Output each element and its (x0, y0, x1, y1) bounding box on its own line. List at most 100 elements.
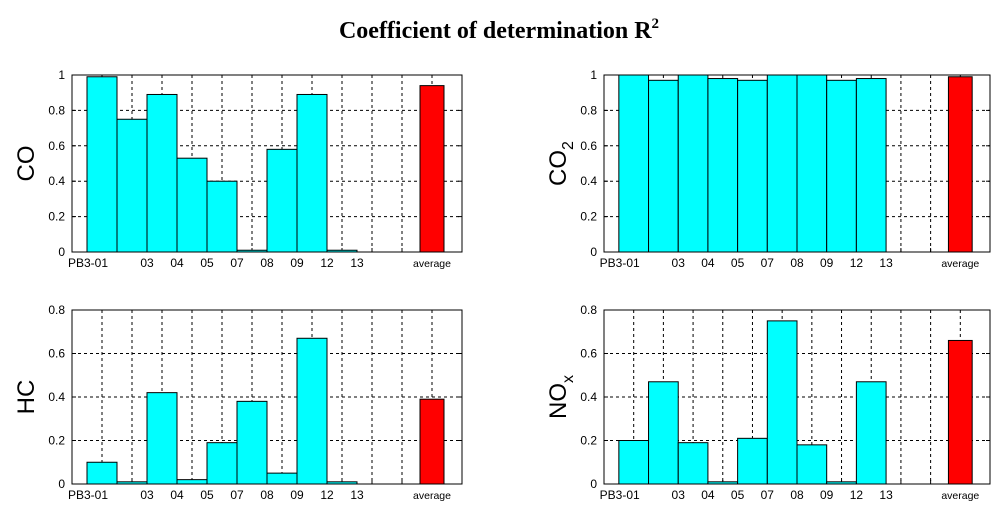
co2-ylabel-subscript: 2 (560, 141, 577, 150)
hc-xtick-label: 04 (170, 488, 184, 502)
nox-bar-9 (855, 381, 887, 485)
co2-bar-3 (677, 74, 709, 253)
nox-xtick-label: 04 (701, 488, 715, 502)
nox-ytick-label: 0 (590, 477, 597, 491)
co-ytick-label: 0.2 (48, 210, 65, 224)
co-ylabel: CO (13, 146, 40, 182)
co2-bar-5 (737, 79, 768, 253)
nox-xtick-label: 08 (790, 488, 804, 502)
hc-ytick-label: 0.8 (48, 303, 65, 317)
hc-bar-1 (86, 461, 118, 485)
co2-bar-7 (796, 74, 828, 253)
nox-xtick-label: 09 (820, 488, 834, 502)
co-xtick-label: 05 (200, 256, 214, 270)
hc-ylabel: HC (13, 380, 40, 415)
nox-ytick-label: 0.8 (580, 303, 597, 317)
nox-axes-frame (603, 309, 991, 485)
hc-ytick-label: 0.4 (48, 390, 65, 404)
co2-ylabel-text: CO (545, 150, 572, 186)
nox-ytick-label: 0.6 (580, 347, 597, 361)
nox-subplot: 0 0.2 0.4 0.6 0.8 PB3-01 03 04 05 07 08 09 12 13 avera… (545, 303, 991, 502)
co-ytick-label: 0.4 (48, 174, 65, 188)
hc-xtick-label: 09 (290, 488, 304, 502)
co-ylabel-text: CO (13, 146, 40, 182)
nox-bar-3 (677, 442, 709, 485)
co-xtick-label: 07 (230, 256, 244, 270)
hc-bar-7 (266, 472, 298, 485)
co2-xtick-label: 12 (850, 256, 864, 270)
co-xtick-label: 09 (290, 256, 304, 270)
hc-average-bar (419, 398, 445, 485)
co-ytick-label: 0.8 (48, 103, 65, 117)
co-average-bar (419, 85, 445, 253)
hc-xtick-label: 05 (200, 488, 214, 502)
co2-xtick-label: 03 (672, 256, 686, 270)
hc-xtick-label: 07 (230, 488, 244, 502)
nox-bar-7 (796, 444, 828, 485)
co2-bar-6 (766, 74, 798, 253)
hc-bar-6 (236, 400, 268, 485)
co2-xtick-label: 09 (820, 256, 834, 270)
co2-ytick-label: 1 (590, 68, 597, 82)
hc-subplot: 0 0.2 0.4 0.6 0.8 PB3-01 03 04 05 07 08 09 12 13 avera… (13, 303, 463, 502)
co-average-label: average (413, 258, 451, 270)
hc-bar-3 (146, 392, 178, 485)
co-axes-frame (71, 74, 463, 253)
nox-average-bar (947, 339, 973, 485)
co2-xtick-label: 07 (761, 256, 775, 270)
co-xtick-label: 12 (320, 256, 334, 270)
hc-xtick-label: 03 (140, 488, 154, 502)
nox-xtick-label: PB3-01 (600, 488, 640, 502)
co2-bar-1 (618, 74, 650, 253)
co-subplot: 0 0.2 0.4 0.6 0.8 1 PB3-01 03 04 05 07 08 09 12 13 aver… (13, 68, 463, 270)
nox-xtick-label: 07 (761, 488, 775, 502)
nox-bar-6 (766, 320, 798, 485)
co2-xtick-label: PB3-01 (600, 256, 640, 270)
nox-ytick-label: 0.4 (580, 390, 597, 404)
hc-xtick-label: 13 (350, 488, 364, 502)
nox-xtick-label: 12 (850, 488, 864, 502)
hc-xtick-label: 12 (320, 488, 334, 502)
co-ytick-label: 0.6 (48, 139, 65, 153)
figure-title-text: Coefficient of determination R (339, 18, 652, 44)
nox-ylabel-text: NO (545, 383, 572, 419)
nox-xtick-label: 03 (672, 488, 686, 502)
nox-bar-5 (737, 437, 768, 485)
co-bar-4 (176, 157, 208, 253)
hc-ytick-label: 0.6 (48, 347, 65, 361)
figure-title-superscript: 2 (652, 16, 660, 32)
co-bar-1 (86, 76, 118, 253)
nox-ylabel-subscript: x (560, 375, 577, 383)
hc-ytick-label: 0 (58, 477, 65, 491)
co-xtick-label: 03 (140, 256, 154, 270)
nox-ylabel: NOx (545, 375, 577, 419)
co-xtick-label: 08 (260, 256, 274, 270)
co2-ytick-label: 0.4 (580, 174, 597, 188)
co2-bar-8 (826, 79, 857, 253)
hc-average-label: average (413, 490, 451, 502)
co2-ytick-label: 0 (590, 245, 597, 259)
hc-xtick-label: 08 (260, 488, 274, 502)
co-bar-8 (296, 93, 328, 253)
hc-bar-5 (206, 442, 238, 485)
co2-xtick-label: 04 (701, 256, 715, 270)
figure-title: Coefficient of determination R2 (339, 16, 659, 44)
co2-bar-9 (855, 78, 887, 253)
co2-xtick-label: 13 (879, 256, 893, 270)
hc-bar-4 (176, 479, 208, 485)
nox-bar-2 (648, 381, 679, 485)
co-bar-2 (116, 118, 148, 253)
co2-xtick-label: 08 (790, 256, 804, 270)
hc-ytick-label: 0.2 (48, 434, 65, 448)
co2-average-label: average (941, 258, 979, 270)
co-xtick-label: PB3-01 (68, 256, 108, 270)
hc-bar-8 (296, 337, 328, 485)
co2-ytick-label: 0.8 (580, 103, 597, 117)
co2-axes-frame (603, 74, 991, 253)
co-ytick-label: 1 (58, 68, 65, 82)
nox-average-label: average (941, 490, 979, 502)
co2-bar-2 (648, 79, 679, 253)
co2-subplot: 0 0.2 0.4 0.6 0.8 1 PB3-01 03 04 05 07 08 09 12 13 aver… (545, 68, 991, 270)
co2-ytick-label: 0.2 (580, 210, 597, 224)
